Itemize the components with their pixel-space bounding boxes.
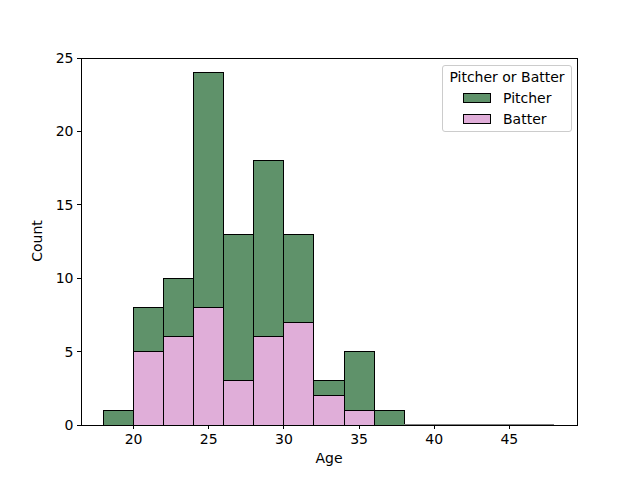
- legend-label-batter: Batter: [503, 111, 547, 127]
- bar-segment-batter: [194, 308, 224, 425]
- x-axis-label: Age: [81, 450, 577, 466]
- bar-segment-pitcher: [224, 234, 254, 381]
- legend-item-batter: Batter: [443, 108, 571, 129]
- bar-segment-pitcher: [254, 161, 284, 337]
- bar-segment-pitcher: [314, 381, 344, 396]
- bar-segment-pitcher: [284, 234, 314, 322]
- bar-segment-batter: [344, 410, 374, 425]
- bar-segment-batter: [134, 352, 164, 425]
- x-tick-label: 40: [425, 431, 443, 447]
- bar-segment-pitcher: [344, 352, 374, 411]
- bar-segment-batter: [164, 337, 194, 425]
- y-tick-label: 25: [56, 50, 74, 66]
- x-tick-label: 20: [125, 431, 143, 447]
- y-tick-label: 15: [56, 197, 74, 213]
- legend-label-pitcher: Pitcher: [503, 90, 551, 106]
- x-tick-label: 25: [200, 431, 218, 447]
- x-tick-label: 45: [500, 431, 518, 447]
- legend-item-pitcher: Pitcher: [443, 87, 571, 108]
- bar-segment-batter: [254, 337, 284, 425]
- y-tick-label: 20: [56, 123, 74, 139]
- figure-canvas: 20 25 30 35 40 45 0 5 10 15 20 25 Count Age Pitcher…: [0, 0, 640, 480]
- y-tick-label: 0: [65, 417, 74, 433]
- legend: Pitcher or Batter Pitcher Batter: [442, 65, 572, 132]
- legend-title: Pitcher or Batter: [443, 66, 571, 87]
- bar-segment-pitcher: [194, 73, 224, 308]
- bar-segment-pitcher: [374, 410, 404, 425]
- y-tick-label: 10: [56, 270, 74, 286]
- y-axis-label: Count: [29, 220, 45, 262]
- x-tick-label: 35: [350, 431, 368, 447]
- x-tick-label: 30: [275, 431, 293, 447]
- bar-segment-pitcher: [104, 410, 134, 425]
- bar-segment-batter: [224, 381, 254, 425]
- bar-segment-pitcher: [164, 278, 194, 337]
- bar-segment-batter: [314, 396, 344, 425]
- pitcher-swatch-icon: [463, 93, 491, 103]
- bar-segment-pitcher: [134, 308, 164, 352]
- bar-segment-batter: [284, 322, 314, 425]
- batter-swatch-icon: [463, 114, 491, 124]
- y-tick-label: 5: [65, 344, 74, 360]
